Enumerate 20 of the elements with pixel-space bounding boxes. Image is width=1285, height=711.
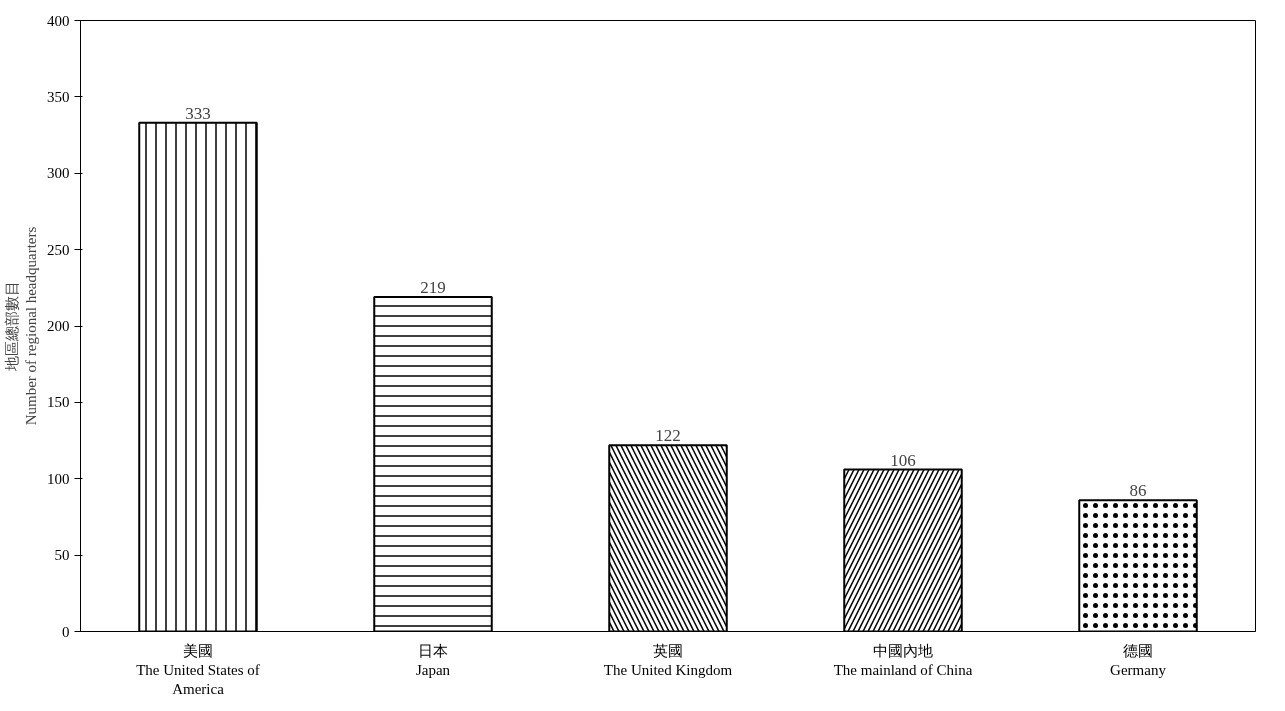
- y-tick-label: 300: [47, 165, 70, 182]
- y-tick-label: 200: [47, 318, 70, 334]
- y-tick-label: 50: [54, 547, 70, 564]
- data-label: 219: [420, 277, 446, 297]
- data-label: 122: [655, 426, 681, 446]
- x-tick-label: 英國 The United Kingdom: [603, 642, 733, 678]
- y-tick-label: 100: [47, 470, 70, 487]
- y-axis-title: 地區總部數目 Number of regional headquarters: [3, 226, 39, 426]
- x-tick-label: 德國 Germany: [1110, 642, 1167, 678]
- x-tick-label: 日本 Japan: [415, 642, 451, 678]
- y-tick-label: 0: [62, 623, 70, 640]
- data-label: 333: [185, 103, 211, 123]
- data-label: 106: [890, 450, 916, 470]
- y-tick-label: 150: [47, 394, 70, 411]
- y-tick-label: 400: [47, 12, 70, 29]
- x-tick-label: 美國 The United States of America: [136, 642, 260, 697]
- x-tick-label: 中國內地 The mainland of China: [833, 642, 973, 678]
- y-tick-label: 250: [47, 241, 70, 258]
- data-label: 86: [1129, 481, 1147, 501]
- y-tick-label: 350: [47, 88, 70, 105]
